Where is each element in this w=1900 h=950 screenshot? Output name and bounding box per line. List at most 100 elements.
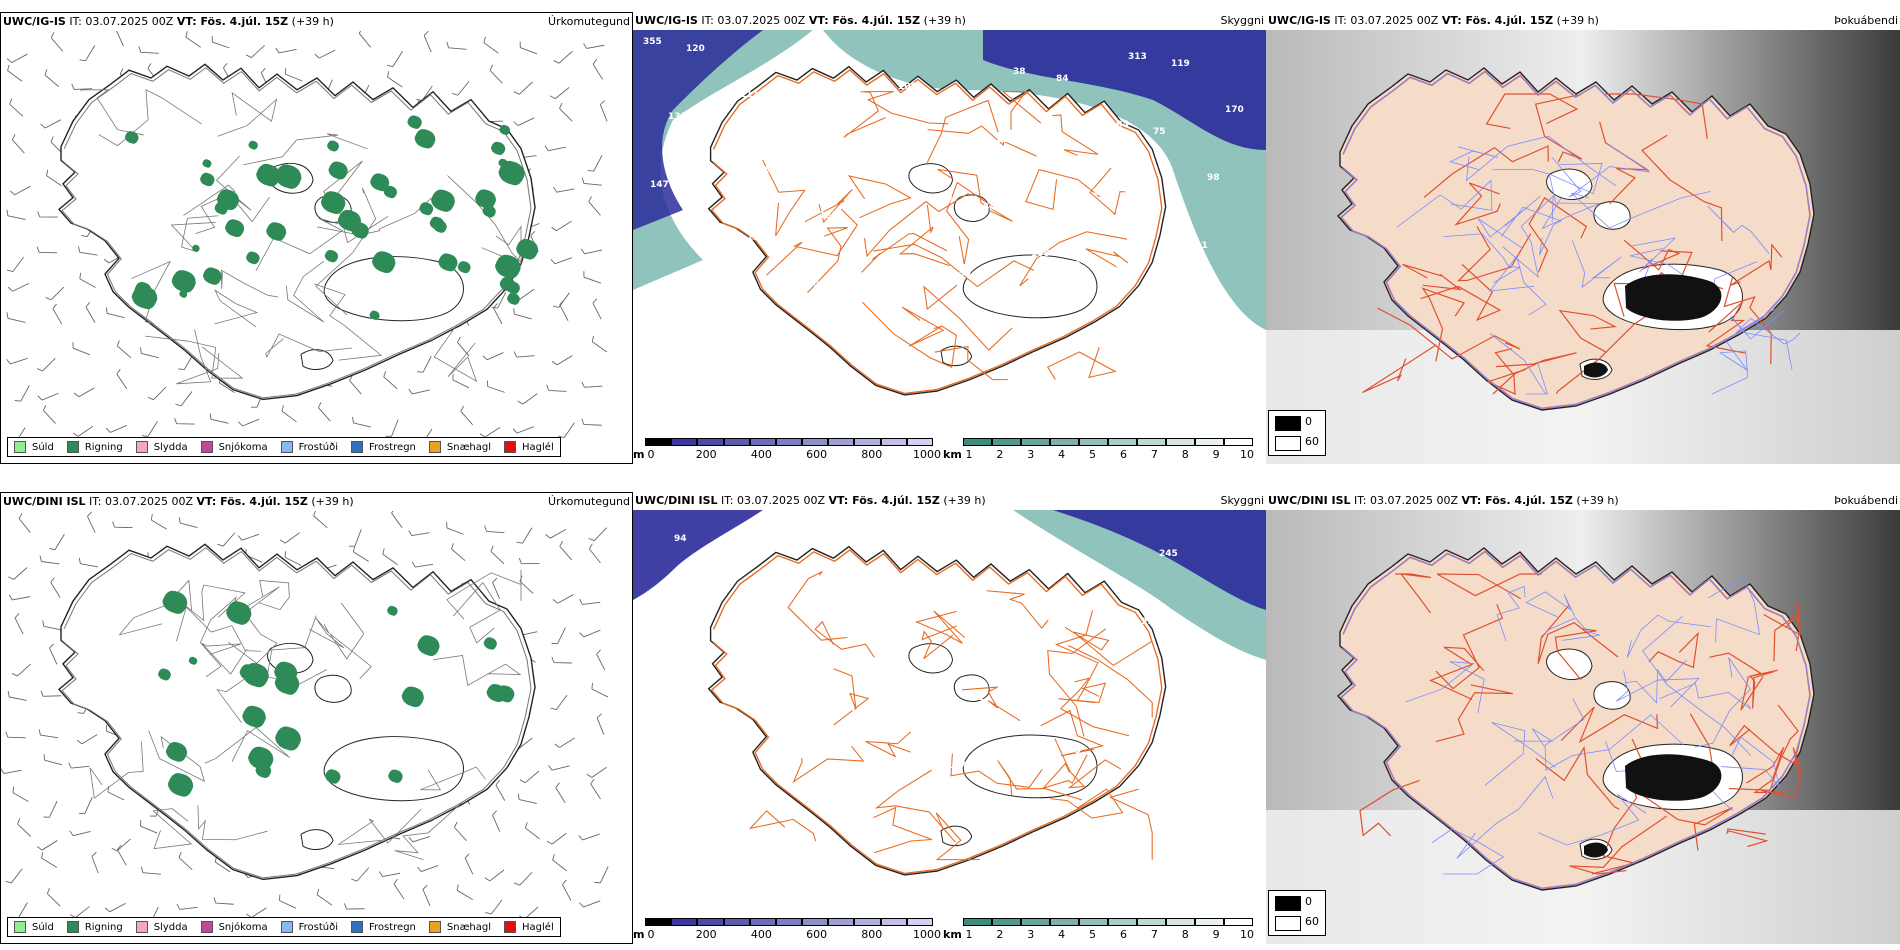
wind-barb	[385, 419, 399, 437]
visibility-value-label: 154	[977, 203, 996, 213]
wind-barb	[552, 594, 574, 604]
wind-barb	[383, 371, 398, 390]
rain-area	[134, 281, 152, 298]
wind-barb	[583, 271, 602, 284]
road-line	[1362, 344, 1437, 394]
road-line	[1485, 93, 1579, 130]
wind-barb	[111, 838, 131, 852]
road-line	[1723, 277, 1772, 365]
rain-area	[202, 159, 212, 168]
scale-segment	[1195, 438, 1224, 446]
scale-segment	[1108, 918, 1137, 926]
glacier-outline	[908, 163, 954, 194]
valid-time: VT: Fös. 4.júl. 15Z	[828, 494, 940, 507]
legend-item: Snjókoma	[200, 441, 268, 453]
road-line	[1729, 243, 1783, 286]
road-line	[1064, 626, 1153, 667]
wind-barb	[314, 49, 336, 59]
visibility-value-label: 271	[1044, 564, 1063, 574]
wind-barb	[580, 248, 603, 255]
wind-barb	[484, 525, 505, 534]
coastline	[707, 65, 1167, 396]
road-line	[144, 335, 244, 379]
rain-area	[419, 202, 434, 216]
glacier-outline	[300, 829, 334, 850]
wind-barb	[551, 656, 572, 664]
wind-barb	[70, 906, 90, 919]
legend-swatch	[66, 921, 79, 933]
legend-swatch	[200, 921, 213, 933]
product-name: Skyggni	[1220, 14, 1264, 27]
legend-label: Rigning	[84, 441, 123, 453]
scale-segment	[1079, 918, 1108, 926]
visibility-scale: km 1 2 3 4 5 6 7 8 9 10	[943, 434, 1263, 464]
legend-label: Rigning	[84, 921, 123, 933]
scale-tick-label: 7	[1150, 928, 1158, 941]
rain-area	[274, 671, 300, 695]
visibility-value-label: 143	[783, 97, 802, 107]
scale-tick-label: 5	[1089, 448, 1097, 461]
wind-barb	[317, 402, 331, 422]
scale-segment	[906, 438, 933, 446]
scale-segment	[854, 918, 881, 926]
scale-segment	[963, 918, 992, 926]
panel-header: UWC/IG-IS IT: 03.07.2025 00Z VT: Fös. 4.…	[1, 13, 632, 31]
rain-area	[192, 244, 200, 252]
visibility-value-label: 163	[1062, 746, 1081, 756]
scale-tick-label: 10	[1240, 448, 1254, 461]
wind-barb	[485, 899, 503, 915]
wind-barb	[178, 851, 193, 871]
road-line	[1359, 779, 1420, 837]
scale-tick-label: 1000	[913, 928, 941, 941]
wind-barb	[386, 51, 403, 67]
iceland-landmass	[707, 65, 1167, 396]
road-line	[1486, 348, 1527, 395]
glacier-outline	[940, 345, 973, 367]
fog-legend-light-swatch	[1275, 916, 1301, 931]
wind-barb	[358, 31, 371, 48]
road-line	[1641, 134, 1723, 241]
visibility-panel-bottom: UWC/DINI ISL IT: 03.07.2025 00Z VT: Fös.…	[633, 492, 1266, 944]
scale-tick-label: 200	[695, 928, 717, 941]
scale-segment	[880, 438, 907, 446]
road-line	[843, 91, 886, 138]
wind-barb	[105, 425, 128, 433]
wind-barb	[11, 663, 31, 677]
wind-barb	[68, 762, 90, 769]
rain-area	[486, 683, 507, 703]
road-line	[1626, 614, 1712, 658]
fog-legend: 0 60	[1268, 410, 1326, 456]
wind-barb	[553, 186, 575, 193]
legend-item: Snæhagl	[428, 921, 491, 933]
legend-label: Snjókoma	[218, 441, 268, 453]
rain-area	[202, 267, 222, 285]
visibility-value-label: 114	[916, 264, 935, 274]
wind-barb	[489, 64, 503, 84]
road-line	[337, 808, 422, 845]
ring-road	[1340, 70, 1811, 409]
legend-label: Haglél	[522, 921, 554, 933]
scale-segment	[828, 438, 855, 446]
scale-segment	[1021, 438, 1050, 446]
road-line	[1019, 231, 1128, 287]
scale-tick-label: 4	[1058, 448, 1066, 461]
road-line	[1395, 573, 1431, 614]
wind-barb	[237, 533, 260, 541]
glacier-outline	[1593, 681, 1631, 710]
wind-barb	[313, 511, 328, 528]
wind-barb	[217, 532, 236, 547]
road-line	[1728, 704, 1799, 791]
wind-barb	[8, 594, 31, 601]
road-line	[1457, 226, 1532, 282]
rain-area	[457, 261, 471, 274]
road-line	[1560, 706, 1659, 744]
ring-road	[61, 547, 532, 879]
road-line	[1528, 197, 1588, 273]
road-line	[748, 810, 817, 842]
visibility-panel-top: UWC/IG-IS IT: 03.07.2025 00Z VT: Fös. 4.…	[633, 12, 1266, 464]
model-name: UWC/DINI ISL	[635, 494, 718, 507]
visibility-value-label: 96	[862, 218, 875, 228]
wind-barb	[446, 41, 467, 50]
visibility-value-label: 147	[947, 761, 966, 771]
legend-swatch	[200, 441, 213, 453]
